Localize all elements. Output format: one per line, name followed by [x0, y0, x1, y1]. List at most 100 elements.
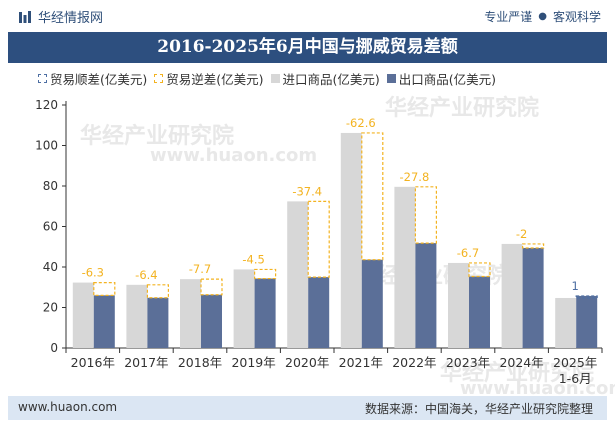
- data-label-balance: 1: [572, 279, 579, 293]
- data-label-balance: -27.8: [400, 170, 430, 184]
- x-tick-label: 2020年: [285, 355, 329, 370]
- bar-deficit: [254, 268, 277, 280]
- legend-label-surplus: 贸易顺差(亿美元): [50, 71, 148, 87]
- bar-export: [201, 294, 222, 348]
- data-label-balance: -7.7: [189, 262, 211, 276]
- bar-import: [501, 243, 523, 348]
- legend-item-import: 进口商品(亿美元): [270, 69, 380, 88]
- slogan-right: 客观科学: [552, 10, 601, 24]
- bar-export: [93, 295, 115, 348]
- x-tick-label: 2016年: [71, 355, 115, 370]
- x-tick-label: 2024年: [499, 355, 543, 370]
- legend: 贸易顺差(亿美元) 贸易逆差(亿美元) 进口商品(亿美元) 出口商品(亿美元): [38, 68, 503, 88]
- bar-export: [522, 247, 544, 348]
- legend-swatch-surplus: [38, 73, 47, 83]
- bar-import: [126, 284, 148, 348]
- y-tick-label: 100: [35, 139, 58, 153]
- y-tick-label: 0: [50, 341, 58, 355]
- legend-item-deficit: 贸易逆差(亿美元): [154, 69, 264, 88]
- data-label-balance: -2: [516, 227, 527, 241]
- watermark-url: www.huaon.com: [460, 378, 615, 399]
- legend-label-import: 进口商品(亿美元): [282, 71, 380, 87]
- x-tick-label-line: 2018年: [178, 355, 222, 370]
- bar-deficit: [521, 243, 545, 249]
- title-bar: 2016-2025年6月中国与挪威贸易差额: [8, 32, 607, 63]
- labels: -6.3 2016年 -6.4 2017年 -7.7 2018年 -4.5 2019年 -37.…: [71, 116, 598, 386]
- footer-url: www.huaon.com: [18, 400, 118, 414]
- bar-chart: 0 20 40 60 80 100 120 -6.3 2016年 -6.4 2017年 -7.7 20…: [35, 98, 603, 386]
- x-tick-label-line: 2024年: [499, 355, 543, 370]
- data-label-balance: -37.4: [292, 184, 322, 198]
- bar-import: [448, 262, 469, 348]
- data-label-balance: -6.3: [82, 266, 104, 280]
- bar-export: [415, 243, 437, 348]
- bar-export: [469, 276, 490, 348]
- bar-export: [576, 295, 598, 348]
- bar-deficit: [307, 200, 330, 278]
- brand: 华经情报网: [18, 7, 103, 26]
- top-bar: 华经情报网 专业严谨 ● 客观科学: [0, 0, 615, 32]
- bullet-icon: ●: [538, 11, 547, 22]
- bar-export: [308, 277, 330, 348]
- brand-name: 华经情报网: [38, 11, 104, 26]
- legend-swatch-export: [386, 73, 396, 83]
- legend-swatch-deficit: [154, 73, 164, 83]
- slogan-left: 专业严谨: [484, 10, 533, 24]
- x-tick-label: 2023年: [446, 355, 490, 370]
- bar-import: [394, 186, 416, 348]
- watermark-text: 华经产业研究院: [440, 361, 595, 386]
- x-tick-label-line: 2016年: [71, 355, 115, 370]
- x-tick-label: 2021年: [339, 355, 383, 370]
- bar-import: [72, 282, 94, 348]
- bar-export: [254, 278, 276, 348]
- x-tick-label-line: 2025年: [553, 355, 597, 370]
- watermark-url: www.huaon.com: [150, 145, 318, 166]
- bar-deficit: [414, 186, 437, 244]
- footer: www.huaon.com 数据来源：中国海关，华经产业研究院整理: [8, 396, 607, 420]
- bar-deficit: [146, 284, 169, 299]
- bar-deficit: [361, 132, 384, 261]
- x-tick-label-line: 1-6月: [559, 371, 592, 386]
- y-tick-label: 20: [43, 301, 58, 315]
- bars: [72, 132, 598, 348]
- legend-label-deficit: 贸易逆差(亿美元): [166, 71, 264, 87]
- x-tick-label: 2017年: [124, 355, 168, 370]
- x-tick-label: 2018年: [178, 355, 222, 370]
- bar-export: [361, 259, 383, 348]
- data-label-balance: -6.4: [135, 268, 157, 282]
- data-label-balance: -6.7: [457, 246, 479, 260]
- legend-swatch-import: [270, 73, 280, 83]
- bar-export: [147, 297, 169, 348]
- slogan: 专业严谨 ● 客观科学: [484, 8, 601, 25]
- x-tick-label-line: 2022年: [392, 355, 436, 370]
- x-tick-label-line: 2021年: [339, 355, 383, 370]
- legend-label-export: 出口商品(亿美元): [398, 71, 497, 87]
- bar-import: [180, 279, 201, 348]
- footer-source: 数据来源：中国海关，华经产业研究院整理: [364, 402, 593, 416]
- y-tick-label: 120: [35, 98, 58, 112]
- x-tick-label: 2022年: [392, 355, 436, 370]
- bar-surplus: [575, 295, 598, 299]
- bar-import: [233, 269, 255, 348]
- y-tick-label: 40: [43, 260, 58, 274]
- x-tick-label-line: 2019年: [231, 355, 275, 370]
- bar-deficit: [200, 278, 223, 296]
- brand-logo-icon: [19, 10, 31, 23]
- watermark-text: 华经产业研究院: [385, 96, 540, 121]
- x-tick-label-line: 2020年: [285, 355, 329, 370]
- x-tick-label-line: 2023年: [446, 355, 490, 370]
- bar-import: [287, 201, 309, 348]
- bar-deficit: [93, 281, 116, 296]
- y-tick-label: 60: [43, 220, 58, 234]
- x-tick-label-line: 2017年: [124, 355, 168, 370]
- data-label-balance: -4.5: [242, 252, 264, 266]
- x-tick-label: 2025年 1-6月: [553, 355, 597, 386]
- legend-item-surplus: 贸易顺差(亿美元): [38, 69, 147, 88]
- bar-import: [555, 297, 577, 348]
- bar-deficit: [468, 262, 491, 278]
- bar-import: [340, 132, 362, 348]
- watermark-text: 华经产业研究院: [80, 124, 235, 149]
- legend-item-export: 出口商品(亿美元): [386, 69, 497, 88]
- chart-title: 2016-2025年6月中国与挪威贸易差额: [157, 37, 458, 57]
